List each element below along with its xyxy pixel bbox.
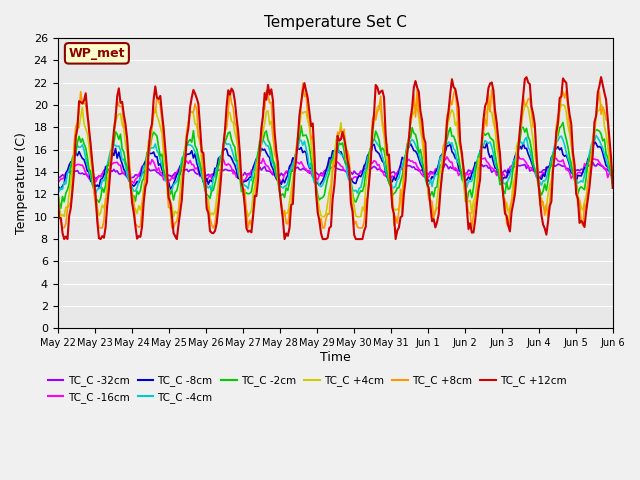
TC_C -2cm	[221, 139, 228, 145]
TC_C -4cm	[609, 174, 616, 180]
TC_C -16cm	[60, 174, 68, 180]
TC_C -2cm	[559, 120, 567, 125]
TC_C +12cm	[60, 236, 68, 242]
TC_C +12cm	[516, 127, 524, 132]
Line: TC_C +8cm: TC_C +8cm	[58, 83, 612, 228]
TC_C -2cm	[509, 165, 517, 170]
X-axis label: Time: Time	[320, 351, 351, 364]
TC_C +4cm	[597, 101, 605, 107]
TC_C -4cm	[509, 159, 517, 165]
TC_C +4cm	[367, 146, 374, 152]
TC_C -2cm	[54, 187, 61, 192]
TC_C +12cm	[178, 197, 186, 203]
TC_C -8cm	[178, 161, 186, 167]
TC_C -8cm	[516, 144, 524, 149]
TC_C -4cm	[592, 132, 600, 138]
TC_C -2cm	[57, 205, 65, 211]
TC_C -32cm	[367, 166, 374, 172]
TC_C +8cm	[511, 172, 519, 178]
TC_C -16cm	[518, 156, 525, 162]
TC_C +12cm	[221, 128, 228, 134]
TC_C -2cm	[367, 144, 374, 150]
Legend: TC_C -32cm, TC_C -16cm, TC_C -8cm, TC_C -4cm, TC_C -2cm, TC_C +4cm, TC_C +8cm, T: TC_C -32cm, TC_C -16cm, TC_C -8cm, TC_C …	[44, 372, 571, 407]
TC_C +4cm	[178, 171, 186, 177]
TC_C +4cm	[60, 214, 68, 220]
TC_C -32cm	[92, 176, 99, 181]
TC_C -16cm	[515, 153, 522, 158]
Text: WP_met: WP_met	[68, 47, 125, 60]
TC_C +4cm	[516, 129, 524, 135]
TC_C -8cm	[221, 146, 228, 152]
TC_C +8cm	[299, 80, 307, 86]
TC_C -32cm	[54, 174, 61, 180]
TC_C -4cm	[221, 138, 228, 144]
TC_C +12cm	[54, 186, 61, 192]
TC_C -32cm	[589, 159, 596, 165]
TC_C +12cm	[367, 160, 374, 166]
TC_C +4cm	[221, 128, 228, 134]
TC_C -16cm	[178, 164, 186, 170]
TC_C +8cm	[59, 225, 67, 231]
TC_C -16cm	[130, 180, 138, 186]
TC_C -8cm	[609, 173, 616, 179]
TC_C +8cm	[54, 189, 61, 194]
TC_C -8cm	[509, 160, 517, 166]
Line: TC_C -32cm: TC_C -32cm	[58, 162, 612, 179]
TC_C -2cm	[609, 183, 616, 189]
TC_C -8cm	[54, 184, 61, 190]
Title: Temperature Set C: Temperature Set C	[264, 15, 406, 30]
TC_C +12cm	[62, 234, 70, 240]
TC_C -32cm	[221, 167, 228, 172]
TC_C +4cm	[609, 181, 616, 187]
TC_C -32cm	[609, 168, 616, 174]
TC_C +8cm	[62, 221, 70, 227]
Line: TC_C +4cm: TC_C +4cm	[58, 104, 612, 217]
TC_C -8cm	[62, 170, 70, 176]
TC_C -32cm	[60, 173, 68, 179]
Line: TC_C -4cm: TC_C -4cm	[58, 135, 612, 193]
TC_C -4cm	[92, 190, 99, 196]
TC_C -2cm	[178, 163, 186, 168]
TC_C -8cm	[591, 139, 598, 144]
TC_C -4cm	[54, 183, 61, 189]
TC_C +4cm	[62, 204, 70, 210]
TC_C -4cm	[178, 156, 186, 161]
TC_C -16cm	[54, 180, 61, 185]
Line: TC_C -16cm: TC_C -16cm	[58, 156, 612, 183]
TC_C -4cm	[367, 144, 374, 150]
TC_C -16cm	[221, 161, 228, 167]
TC_C -16cm	[609, 177, 616, 182]
TC_C -32cm	[178, 167, 186, 173]
Line: TC_C +12cm: TC_C +12cm	[58, 77, 612, 239]
TC_C +12cm	[509, 201, 517, 206]
TC_C -16cm	[509, 162, 517, 168]
TC_C +8cm	[221, 130, 228, 135]
Y-axis label: Temperature (C): Temperature (C)	[15, 132, 28, 234]
TC_C +8cm	[609, 170, 616, 176]
TC_C +8cm	[178, 188, 186, 193]
TC_C -2cm	[62, 190, 70, 196]
TC_C +8cm	[369, 117, 376, 122]
TC_C -8cm	[57, 186, 65, 192]
TC_C -2cm	[516, 138, 524, 144]
TC_C -32cm	[516, 163, 524, 168]
TC_C +4cm	[509, 178, 517, 183]
Line: TC_C -8cm: TC_C -8cm	[58, 142, 612, 189]
TC_C -32cm	[509, 164, 517, 170]
TC_C +8cm	[518, 122, 525, 128]
TC_C +4cm	[54, 189, 61, 195]
TC_C -8cm	[367, 151, 374, 157]
Line: TC_C -2cm: TC_C -2cm	[58, 122, 612, 208]
TC_C +12cm	[609, 185, 616, 191]
TC_C -16cm	[367, 161, 374, 167]
TC_C -4cm	[60, 179, 68, 185]
TC_C -4cm	[516, 139, 524, 144]
TC_C +12cm	[597, 74, 605, 80]
